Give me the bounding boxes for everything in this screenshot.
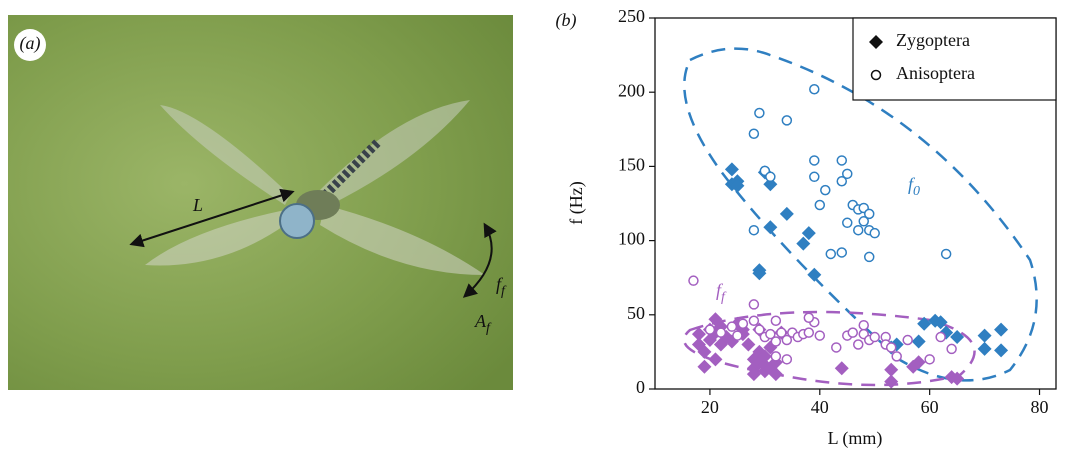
dragonfly-head <box>280 204 314 238</box>
point <box>947 344 956 353</box>
point <box>749 226 758 235</box>
point <box>697 360 711 374</box>
point <box>978 329 992 343</box>
point <box>870 229 879 238</box>
point <box>837 248 846 257</box>
y-axis-label: f (Hz) <box>566 181 587 224</box>
legend-marker <box>872 71 881 80</box>
point <box>942 249 951 258</box>
point <box>708 352 722 366</box>
point <box>865 252 874 261</box>
x-tick-label: 80 <box>1031 397 1049 417</box>
y-tick-label: 200 <box>618 80 645 100</box>
point <box>912 335 926 349</box>
point <box>716 328 725 337</box>
point <box>733 331 742 340</box>
point <box>815 200 824 209</box>
point <box>782 116 791 125</box>
point <box>738 319 747 328</box>
x-tick-label: 20 <box>701 397 719 417</box>
point <box>815 331 824 340</box>
y-tick-label: 0 <box>636 377 645 397</box>
point <box>887 343 896 352</box>
annotation: f0 <box>908 174 920 199</box>
annotation: ff <box>716 280 727 305</box>
point <box>749 300 758 309</box>
body: {"photo_panel": {"label": "(a)", "length… <box>0 0 1067 457</box>
point <box>936 333 945 342</box>
panel-label: (a) <box>20 33 41 54</box>
point <box>804 313 813 322</box>
point <box>689 276 698 285</box>
page: body { margin: 0; background: #fff; font… <box>0 0 1067 457</box>
point <box>870 333 879 342</box>
point <box>832 343 841 352</box>
annotation-sub: f <box>721 290 727 305</box>
annotation-sub: 0 <box>913 184 920 199</box>
point <box>837 156 846 165</box>
point <box>810 85 819 94</box>
point <box>978 342 992 356</box>
y-tick-label: 100 <box>618 229 645 249</box>
point <box>903 336 912 345</box>
legend-label: Anisoptera <box>896 63 975 83</box>
point <box>859 217 868 226</box>
x-tick-label: 60 <box>921 397 939 417</box>
point <box>810 172 819 181</box>
legend-label: Zygoptera <box>896 30 970 50</box>
point <box>766 172 775 181</box>
point <box>705 325 714 334</box>
length-label: L <box>192 195 203 215</box>
point <box>782 355 791 364</box>
y-tick-label: 150 <box>618 155 645 175</box>
point <box>854 226 863 235</box>
point <box>821 186 830 195</box>
point <box>771 337 780 346</box>
point <box>835 361 849 375</box>
x-axis-label: L (mm) <box>828 428 883 449</box>
point <box>892 352 901 361</box>
point <box>810 156 819 165</box>
point <box>843 218 852 227</box>
point <box>771 316 780 325</box>
point <box>749 316 758 325</box>
point <box>826 249 835 258</box>
point <box>807 268 821 282</box>
x-tick-label: 40 <box>811 397 829 417</box>
point <box>994 343 1008 357</box>
point <box>780 207 794 221</box>
point <box>848 328 857 337</box>
point <box>994 323 1008 337</box>
point <box>925 355 934 364</box>
point <box>763 220 777 234</box>
point <box>749 129 758 138</box>
point <box>859 321 868 330</box>
point <box>725 162 739 176</box>
point <box>843 169 852 178</box>
y-tick-label: 250 <box>618 6 645 26</box>
photo-panel: (a) L ff Af <box>8 15 513 390</box>
panel-label: (b) <box>556 10 577 31</box>
y-tick-label: 50 <box>627 303 645 323</box>
point <box>727 322 736 331</box>
point <box>771 352 780 361</box>
point <box>884 363 898 377</box>
figure: (a) L ff Af (b) L (mm) f (Hz) 0 50 100 150 2… <box>0 0 1067 457</box>
point <box>854 340 863 349</box>
point <box>804 328 813 337</box>
point <box>755 108 764 117</box>
